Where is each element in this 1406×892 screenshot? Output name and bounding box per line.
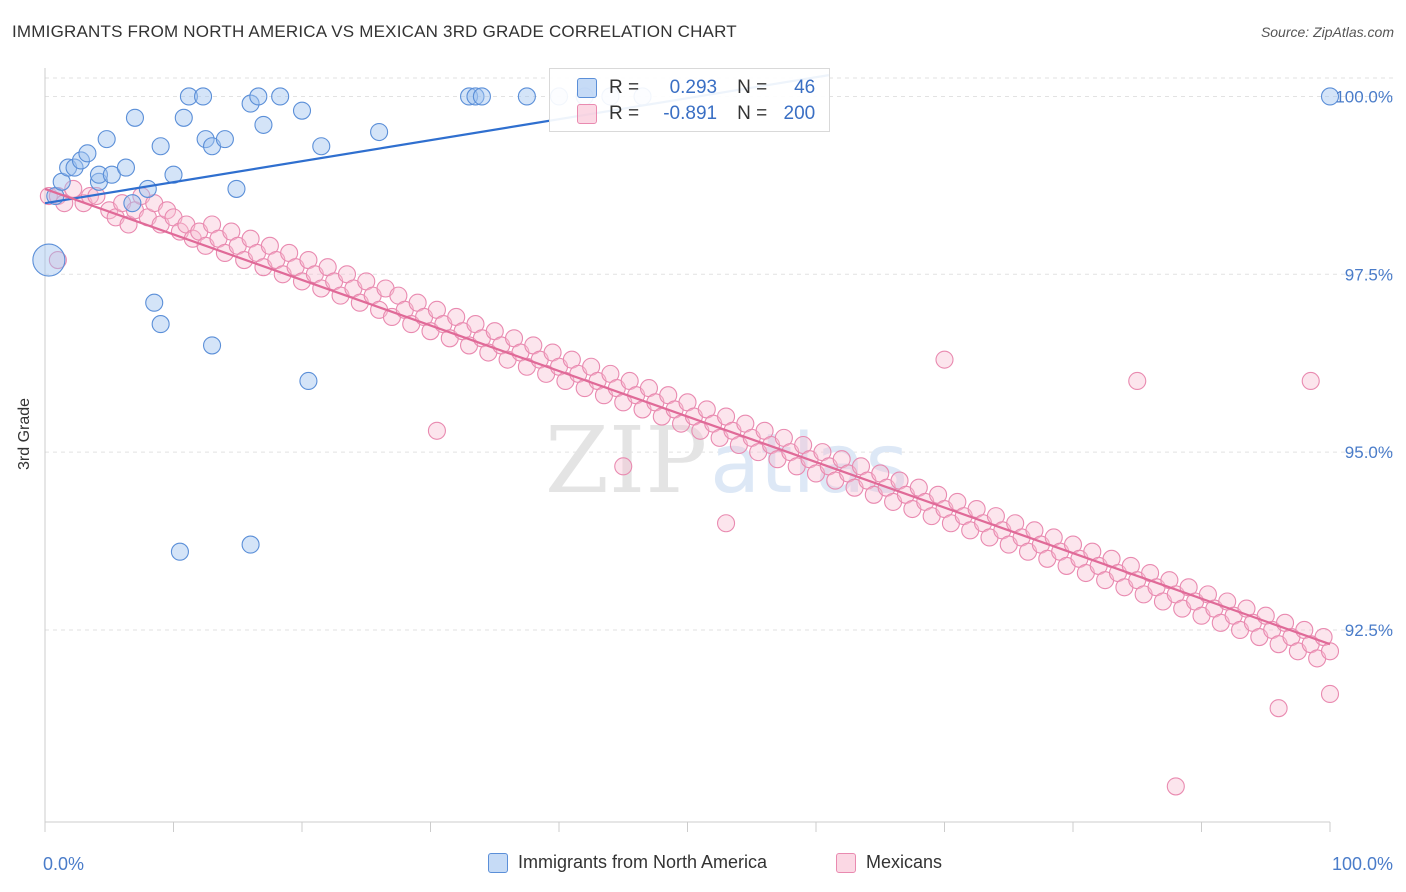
immigrants-point xyxy=(174,108,193,127)
immigrants-point xyxy=(241,94,260,113)
legend-swatch-blue xyxy=(488,852,508,873)
pink-swatch xyxy=(577,104,597,124)
mexicans-point xyxy=(935,350,954,369)
legend-label: Immigrants from North America xyxy=(518,852,768,872)
stats-row-blue: R = 0.293 N = 46 xyxy=(550,74,829,102)
immigrants-point xyxy=(459,87,479,106)
mexicans-point xyxy=(48,251,67,270)
immigrants-point xyxy=(145,293,164,312)
legend-label: Mexicans xyxy=(866,852,943,872)
immigrants-point xyxy=(151,315,170,334)
immigrants-point xyxy=(517,87,536,106)
immigrants-point xyxy=(116,158,136,177)
immigrants-point xyxy=(78,144,97,163)
immigrants-point xyxy=(292,101,312,120)
immigrants-point xyxy=(179,87,198,106)
watermark-zip: ZIP xyxy=(545,407,707,514)
r-label: R = xyxy=(609,103,640,124)
r-value: 0.293 xyxy=(669,77,718,98)
immigrants-point xyxy=(1320,87,1340,106)
mexicans-point xyxy=(1166,777,1185,796)
mexicans-point xyxy=(427,421,446,440)
immigrants-point xyxy=(123,194,142,213)
immigrants-point xyxy=(466,87,485,106)
immigrants-point xyxy=(227,179,246,198)
immigrants-point xyxy=(249,87,268,106)
source-label: Source: ZipAtlas.com xyxy=(1260,24,1394,40)
immigrants-point xyxy=(254,115,273,134)
y-tick-label: 92.5% xyxy=(1345,621,1393,640)
mexicans-points xyxy=(39,179,1340,796)
immigrants-point xyxy=(370,122,389,142)
immigrants-point xyxy=(271,87,290,106)
mexicans-trend-line xyxy=(44,187,1331,646)
mexicans-point xyxy=(158,201,177,220)
n-label: N = xyxy=(737,77,768,98)
x-tick-label: 100.0% xyxy=(1332,854,1393,874)
n-value: 200 xyxy=(783,103,816,124)
immigrants-point xyxy=(151,137,170,156)
immigrants-point xyxy=(196,130,215,149)
legend-item-immigrants[interactable]: Immigrants from North America xyxy=(488,852,767,873)
mexicans-point xyxy=(1320,642,1340,661)
immigrants-point xyxy=(97,130,116,149)
immigrants-point xyxy=(138,179,157,198)
immigrants-point xyxy=(215,130,234,149)
r-value: -0.891 xyxy=(663,103,718,124)
immigrants-point xyxy=(32,243,66,277)
x-tick-label: 0.0% xyxy=(43,854,84,874)
tick-labels: 92.5% 95.0% 97.5% 100.0% 0.0% 100.0% xyxy=(43,87,1393,874)
stats-legend: R = 0.293 N = 46 R = -0.891 N = 200 xyxy=(549,68,830,132)
immigrants-point xyxy=(203,336,222,355)
r-label: R = xyxy=(609,77,640,98)
mexicans-point xyxy=(1320,684,1340,704)
blue-swatch xyxy=(577,78,597,98)
y-tick-label: 97.5% xyxy=(1345,265,1393,284)
mexicans-point xyxy=(1301,371,1320,391)
immigrants-point xyxy=(312,137,331,156)
watermark-atlas: atlas xyxy=(710,417,908,512)
immigrants-point xyxy=(170,542,189,561)
immigrants-point xyxy=(102,165,121,184)
trend-lines xyxy=(44,74,1331,646)
stats-row-pink: R = -0.891 N = 200 xyxy=(550,100,829,128)
mexicans-point xyxy=(1128,371,1147,391)
n-value: 46 xyxy=(794,77,816,98)
immigrants-point xyxy=(125,108,144,127)
legend-item-mexicans[interactable]: Mexicans xyxy=(836,852,942,873)
immigrants-point xyxy=(472,87,491,106)
n-label: N = xyxy=(737,103,768,124)
immigrants-point xyxy=(89,165,109,184)
mexicans-point xyxy=(1269,699,1288,718)
immigrants-point xyxy=(241,535,260,554)
chart-title: IMMIGRANTS FROM NORTH AMERICA VS MEXICAN… xyxy=(12,22,737,41)
y-tick-label: 100.0% xyxy=(1335,87,1393,106)
y-tick-label: 95.0% xyxy=(1345,443,1393,462)
mexicans-point xyxy=(716,514,736,533)
immigrants-point xyxy=(71,151,91,170)
axes xyxy=(44,68,1331,832)
immigrants-point xyxy=(194,87,213,106)
bottom-legend: Immigrants from North America Mexicans xyxy=(0,852,1406,878)
immigrants-point xyxy=(65,158,84,177)
mexicans-point xyxy=(614,457,633,476)
watermark: ZIP atlas xyxy=(545,407,908,514)
immigrants-point xyxy=(299,371,318,391)
legend-swatch-pink xyxy=(836,852,856,873)
